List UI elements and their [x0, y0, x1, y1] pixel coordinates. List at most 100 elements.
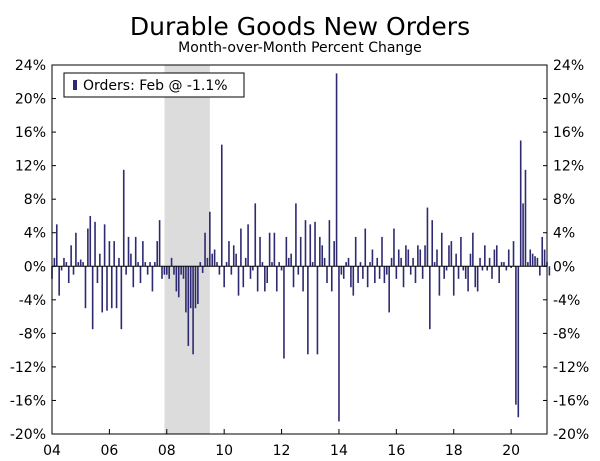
bar [127, 236, 130, 267]
x-tick-label: 20 [502, 443, 520, 459]
bar [189, 266, 192, 309]
bar [311, 262, 314, 267]
bar [204, 232, 206, 267]
bar [168, 266, 170, 279]
bar [268, 232, 271, 267]
bar [385, 266, 388, 275]
x-tick-label: 06 [100, 443, 118, 459]
bar [58, 266, 60, 296]
y-tick-label-right: -8% [553, 326, 580, 342]
x-tick-label: 18 [445, 443, 463, 459]
bar [371, 249, 374, 267]
y-tick-label-left: 0% [24, 259, 46, 275]
bar [134, 236, 137, 267]
bar [99, 253, 101, 267]
bar [249, 266, 252, 279]
bar [512, 241, 515, 267]
bar [419, 249, 422, 267]
bar [484, 245, 486, 267]
bar [218, 266, 221, 275]
bar [225, 262, 228, 267]
y-tick-label-right: -4% [553, 293, 580, 309]
bar [165, 266, 168, 275]
bar [333, 241, 335, 267]
bar [271, 262, 273, 267]
bar [259, 236, 261, 267]
y-tick-label-right: -20% [553, 427, 589, 443]
bar [433, 262, 436, 267]
bar [417, 245, 419, 267]
bar [390, 257, 393, 267]
bar [194, 266, 197, 309]
bar [515, 266, 517, 405]
x-tick-label: 16 [387, 443, 405, 459]
bar [154, 262, 156, 267]
bar [101, 266, 104, 313]
bar [89, 215, 92, 267]
bar [507, 249, 510, 267]
x-tick-label: 12 [273, 443, 291, 459]
bar [120, 266, 123, 330]
bar [199, 262, 202, 267]
bar [352, 266, 355, 296]
bar [254, 203, 257, 267]
bar [132, 266, 135, 288]
y-tick-label-left: 4% [24, 226, 46, 242]
bar [244, 257, 247, 267]
bar [342, 266, 345, 279]
bar [450, 241, 453, 267]
bar [381, 236, 383, 267]
bar [170, 257, 173, 267]
bar [299, 236, 302, 267]
bar [130, 253, 132, 267]
bar [350, 266, 352, 288]
bar [87, 228, 89, 267]
bar [252, 266, 254, 271]
bar [338, 266, 340, 422]
bar [357, 266, 359, 284]
bar [273, 232, 276, 267]
bar [388, 266, 390, 313]
bar [340, 266, 343, 275]
bar [529, 249, 532, 267]
bar [125, 266, 127, 275]
bar [426, 207, 429, 267]
y-tick-label-left: 24% [15, 58, 46, 74]
bar [192, 266, 194, 355]
bar [158, 220, 161, 267]
bar [185, 266, 187, 313]
bar [323, 257, 326, 267]
bar [280, 266, 283, 271]
x-tick-label: 08 [158, 443, 176, 459]
x-tick-label: 04 [43, 443, 61, 459]
y-tick-label-right: 0% [553, 259, 575, 275]
bar [161, 266, 163, 279]
bar [345, 262, 347, 267]
bar [467, 266, 469, 292]
y-tick-label-left: 12% [15, 159, 46, 175]
bar [151, 266, 154, 292]
bar [216, 262, 218, 267]
bar [359, 262, 362, 267]
bar [79, 259, 82, 267]
bar [65, 262, 68, 267]
bar [503, 262, 505, 267]
bar [232, 245, 235, 267]
bar [548, 266, 551, 276]
bar [481, 266, 484, 271]
bar [498, 266, 500, 284]
y-tick-label-left: 20% [15, 92, 46, 108]
bar [491, 266, 493, 279]
bar [493, 249, 496, 267]
bar [440, 232, 443, 267]
bar [110, 266, 113, 309]
bar [175, 266, 178, 292]
bar [328, 220, 331, 267]
bar [431, 220, 434, 267]
bar [240, 228, 242, 267]
chart-title: Durable Goods New Orders [129, 12, 471, 41]
bar [354, 236, 357, 267]
bar [531, 253, 534, 267]
bar [261, 262, 264, 267]
x-tick-label: 14 [330, 443, 348, 459]
